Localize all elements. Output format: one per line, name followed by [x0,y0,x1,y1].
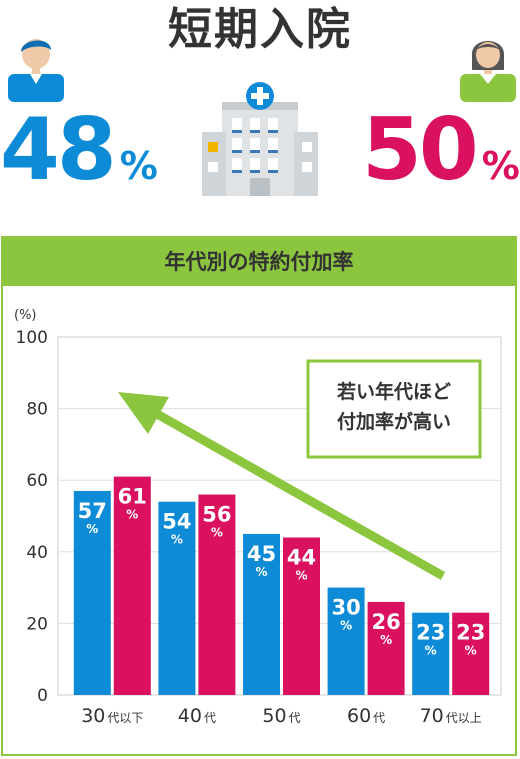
y-tick-label: 100 [16,328,48,348]
x-tick-label: 70 代以上 [420,705,482,727]
bar-value-label: 45 [247,542,276,566]
bar-value-label: 56 [202,503,231,527]
bar-value-label: 44 [287,545,316,569]
bar-value-unit: % [126,508,138,522]
trend-arrow-head [118,392,169,434]
trend-arrow-line [147,406,446,580]
bar [113,476,151,695]
bar-value-label: 57 [78,499,107,523]
y-axis-label: (%) [14,308,37,323]
chart-panel-title: 年代別の特約付加率 [3,238,515,286]
bar [283,537,320,695]
x-tick-label: 50 代 [262,705,300,727]
y-tick-label: 0 [37,686,48,706]
bar-value-unit: % [295,568,307,582]
page-title: 短期入院 [168,4,352,55]
male-percentage-unit: % [119,144,158,188]
y-tick-label: 80 [26,400,48,420]
bar [412,612,450,695]
bar-value-label: 26 [371,610,400,634]
annotation-text: 若い年代ほど [337,380,451,403]
bar-value-unit: % [211,526,223,540]
annotation-text: 付加率が高い [337,410,451,433]
bar [367,601,405,695]
y-tick-label: 40 [26,543,48,563]
female-percentage: 50% [362,100,520,200]
x-tick-label: 60 代 [347,705,385,727]
x-tick-label: 40 代 [178,705,216,727]
bar-value-unit: % [425,644,437,658]
bar-value-label: 23 [416,621,445,645]
hospital-icon [202,82,318,196]
x-tick-label: 30 代以下 [81,705,143,727]
female-percentage-unit: % [481,144,520,188]
woman-icon [460,41,516,102]
bar-value-unit: % [86,522,98,536]
female-percentage-value: 50 [362,100,479,200]
bar [327,587,365,695]
bar-value-unit: % [171,533,183,547]
bar [243,533,280,695]
bar-value-unit: % [255,565,267,579]
bar-value-label: 54 [162,510,191,534]
bar-value-unit: % [465,644,477,658]
bar [198,494,236,695]
chart-panel: 年代別の特約付加率 [1,236,517,756]
bar-value-label: 23 [456,621,485,645]
bar [73,490,111,695]
man-icon [8,39,64,102]
bar [452,612,490,695]
annotation-box [306,359,482,459]
bar [158,501,196,695]
bar-value-unit: % [380,633,392,647]
y-tick-label: 60 [26,471,48,491]
y-tick-label: 20 [26,614,48,634]
bar-value-unit: % [340,619,352,633]
male-percentage-value: 48 [0,100,117,200]
bar-value-label: 30 [331,596,360,620]
male-percentage: 48% [0,100,158,200]
bar-value-label: 61 [118,485,147,509]
